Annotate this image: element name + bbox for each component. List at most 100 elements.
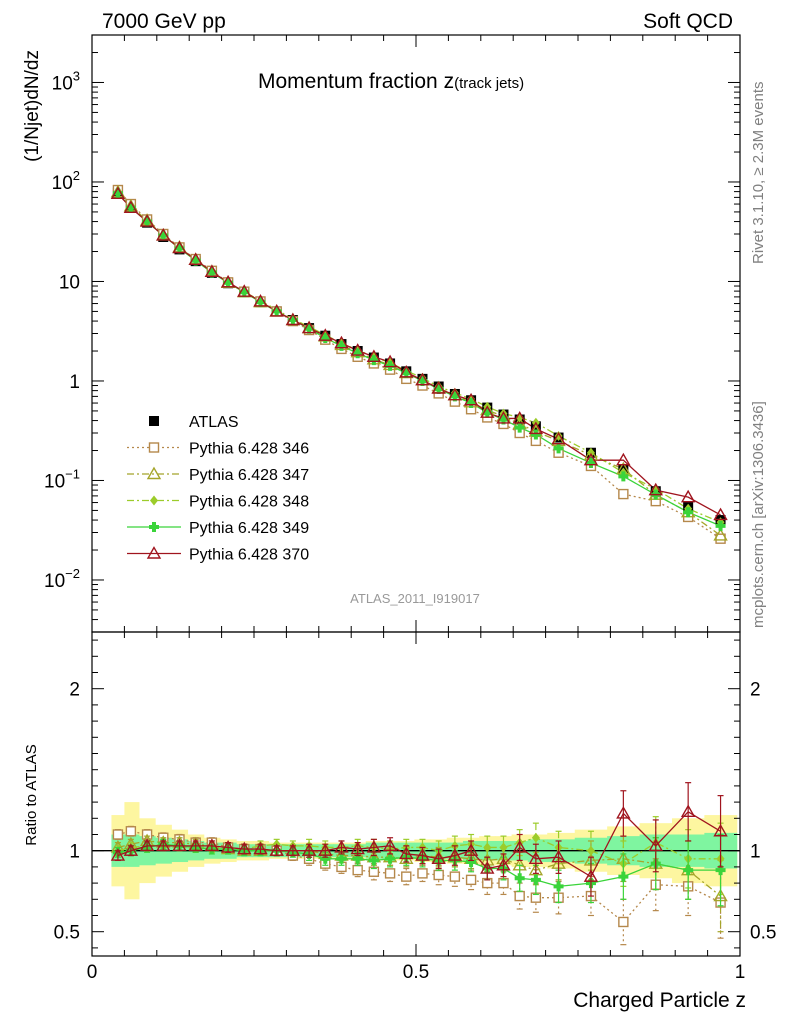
ratio-frame xyxy=(91,631,741,957)
plot-title-main: Momentum fraction z xyxy=(258,70,454,93)
data-point xyxy=(318,328,333,341)
legend-marker xyxy=(148,442,160,453)
ratio-point xyxy=(483,842,492,853)
ratio-point xyxy=(385,853,396,864)
data-point xyxy=(449,391,460,402)
analysis-id: ATLAS_2011_I919017 xyxy=(350,591,480,606)
data-point xyxy=(648,482,663,496)
ratio-point xyxy=(188,838,203,852)
main-panel xyxy=(110,184,728,544)
ratio-point xyxy=(586,845,595,856)
data-point xyxy=(512,411,527,424)
legend-entry: ATLAS xyxy=(149,414,239,431)
ratio-point xyxy=(220,840,236,853)
ratio-point xyxy=(648,838,663,852)
data-point xyxy=(320,333,331,344)
ratio-point xyxy=(384,868,396,879)
y-tick-label: 102 xyxy=(52,168,80,194)
data-point xyxy=(433,384,444,395)
data-point xyxy=(583,452,599,466)
data-point xyxy=(239,287,250,298)
markers-pythia-6-428-346 xyxy=(112,184,726,544)
ratio-point xyxy=(366,840,382,853)
ratio-point xyxy=(616,806,631,819)
ratio-point xyxy=(465,874,477,886)
ratio-y-axis-label: Ratio to ATLAS xyxy=(23,744,40,845)
data-point xyxy=(368,355,379,366)
data-point xyxy=(616,452,631,466)
ratio-point xyxy=(499,842,508,853)
legend-entry: Pythia 6.428 370 xyxy=(127,546,309,564)
ratio-y-tick-label: 1 xyxy=(69,842,80,863)
data-point xyxy=(553,443,564,454)
rivet-label: Rivet 3.1.10, ≥ 2.3M events xyxy=(750,82,767,265)
data-point xyxy=(401,368,412,379)
legend-label: ATLAS xyxy=(189,414,239,431)
x-axis-label: Charged Particle z xyxy=(573,989,746,1012)
data-point xyxy=(269,304,284,317)
data-point xyxy=(713,528,728,541)
data-point xyxy=(190,255,201,266)
ratio-point xyxy=(531,832,540,843)
data-point xyxy=(618,471,629,482)
y-tick-label: 103 xyxy=(52,68,80,94)
ratio-y-tick-label: 0.5 xyxy=(54,923,80,944)
ratio-panel xyxy=(110,782,728,946)
ratio-point xyxy=(382,838,398,852)
ratio-point xyxy=(172,838,187,852)
data-point xyxy=(680,489,696,503)
legend-marker xyxy=(149,416,159,426)
data-point xyxy=(463,392,479,406)
data-point xyxy=(498,414,509,425)
data-point xyxy=(206,267,217,278)
ratio-point xyxy=(320,853,331,864)
ratio-point xyxy=(123,843,139,856)
ratio-point xyxy=(350,841,365,855)
y-tick-label: 10−2 xyxy=(44,566,80,592)
data-point xyxy=(156,228,171,241)
ratio-point xyxy=(447,848,463,861)
ratio-point xyxy=(583,869,599,882)
ratio-point xyxy=(399,846,414,860)
data-point xyxy=(447,387,463,401)
ratio-point xyxy=(480,861,495,874)
ratio-y-tick-label-right: 1 xyxy=(750,842,761,863)
data-point xyxy=(223,277,234,288)
legend-label: Pythia 6.428 348 xyxy=(189,494,309,511)
ratio-point xyxy=(318,843,333,856)
data-point xyxy=(271,306,282,317)
ratio-series-line xyxy=(117,810,721,878)
ratio-point xyxy=(463,843,479,856)
data-point xyxy=(514,422,525,433)
ratio-point xyxy=(110,848,126,861)
legend-marker xyxy=(149,522,159,532)
data-point xyxy=(123,200,139,214)
legend-marker xyxy=(146,466,162,480)
data-point xyxy=(382,354,398,368)
data-point xyxy=(715,520,726,531)
data-point xyxy=(415,372,430,386)
ratio-point xyxy=(528,851,544,864)
ratio-point xyxy=(466,857,477,868)
markers-pythia-6-428-347 xyxy=(110,184,728,541)
plot-title-sub: (track jets) xyxy=(454,75,524,92)
mcplots-label: mcplots.cern.ch [arXiv:1306.3436] xyxy=(750,401,767,628)
legend-marker xyxy=(150,495,158,506)
data-point xyxy=(110,186,126,200)
legend-label: Pythia 6.428 347 xyxy=(189,467,309,484)
legend-label: Pythia 6.428 370 xyxy=(189,547,309,564)
ratio-point xyxy=(334,840,349,853)
energy-label: 7000 GeV pp xyxy=(102,10,226,33)
ratio-series-pythia-6-428-370 xyxy=(110,782,728,897)
data-point xyxy=(301,320,317,334)
data-point xyxy=(112,188,123,199)
series-line xyxy=(117,189,721,540)
data-point xyxy=(125,202,136,213)
data-point xyxy=(480,405,495,418)
data-point xyxy=(618,488,629,500)
data-point xyxy=(482,407,493,418)
data-point xyxy=(586,447,595,458)
data-point xyxy=(528,421,544,435)
